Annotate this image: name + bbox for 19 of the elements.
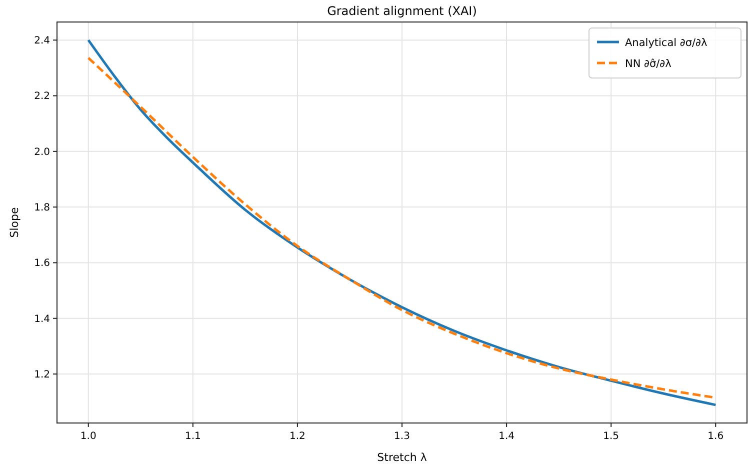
x-tick-label: 1.2 — [290, 431, 306, 442]
x-tick-label: 1.3 — [394, 431, 410, 442]
x-tick-label: 1.6 — [708, 431, 724, 442]
legend-label: NN ∂σ̂/∂λ — [625, 58, 672, 70]
y-tick-label: 1.8 — [34, 202, 50, 214]
y-tick-label: 1.2 — [34, 370, 50, 381]
x-tick-label: 1.4 — [498, 431, 514, 442]
x-axis-title: Stretch λ — [377, 451, 428, 464]
legend-label: Analytical ∂σ/∂λ — [625, 37, 708, 49]
y-tick-label: 1.6 — [34, 258, 50, 270]
y-tick-label: 2.0 — [34, 146, 50, 158]
chart-title: Gradient alignment (XAI) — [327, 4, 477, 18]
y-tick-label: 1.4 — [34, 314, 50, 325]
y-axis-title: Slope — [8, 207, 21, 238]
y-tick-label: 2.4 — [34, 36, 50, 47]
x-tick-label: 1.1 — [184, 431, 201, 442]
y-tick-label: 2.2 — [34, 91, 50, 102]
x-tick-label: 1.5 — [603, 431, 620, 442]
x-tick-label: 1.0 — [80, 431, 96, 442]
